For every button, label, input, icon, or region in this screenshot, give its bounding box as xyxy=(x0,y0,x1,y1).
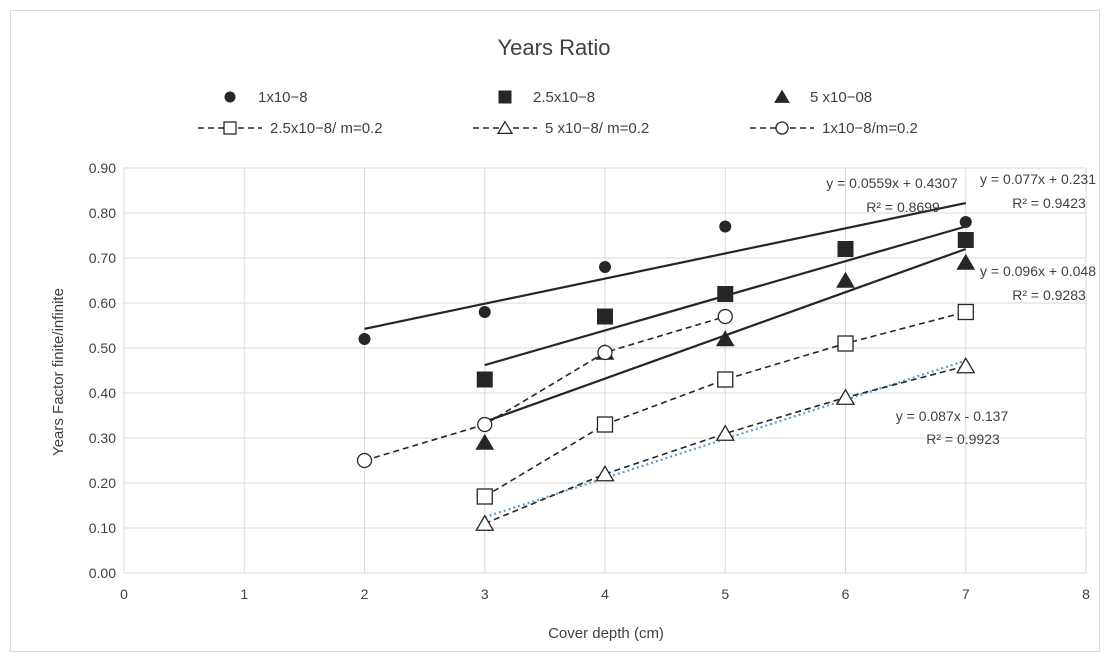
legend-marker xyxy=(774,89,790,103)
legend-item: 1x10−8 xyxy=(224,89,308,106)
series-line xyxy=(364,315,726,462)
data-point-circle xyxy=(478,306,491,318)
data-point-square xyxy=(717,286,734,302)
trendline-equation-label: y = 0.0559x + 0.4307 xyxy=(826,175,958,191)
x-tick-label: 6 xyxy=(842,586,850,602)
trendline-r2-label: R² = 0.8699 xyxy=(866,199,940,215)
legend-item: 5 x10−8/ m=0.2 xyxy=(473,120,649,137)
data-point-circle xyxy=(959,216,972,228)
series-line xyxy=(484,365,966,525)
data-point-triangle xyxy=(475,433,495,450)
data-point-triangle xyxy=(836,271,855,288)
legend-label: 2.5x10−8/ m=0.2 xyxy=(270,120,383,137)
data-point-circle xyxy=(356,452,373,469)
trendline-equation-label: y = 0.096x + 0.048 xyxy=(980,263,1096,279)
data-point-circle xyxy=(599,261,611,273)
trendline-r2-label: R² = 0.9283 xyxy=(1012,287,1086,303)
data-point-square xyxy=(476,488,493,505)
legend-item: 1x10−8/m=0.2 xyxy=(750,120,918,137)
series-line xyxy=(484,311,966,498)
legend-label: 1x10−8 xyxy=(258,89,308,106)
x-tick-label: 0 xyxy=(120,586,128,602)
data-point-triangle xyxy=(715,330,735,347)
y-axis-title: Years Factor finite/infinite xyxy=(50,288,67,456)
legend-marker xyxy=(775,121,789,135)
data-point-square xyxy=(717,371,734,388)
y-tick-label: 0.30 xyxy=(89,430,116,446)
data-point-square xyxy=(837,335,854,352)
x-tick-label: 2 xyxy=(361,586,369,602)
chart-title: Years Ratio xyxy=(498,35,611,60)
x-tick-label: 3 xyxy=(481,586,489,602)
trendline-equation-label: y = 0.077x + 0.231 xyxy=(980,171,1096,187)
data-point-square xyxy=(957,232,974,248)
data-point-circle xyxy=(597,344,613,361)
data-point-square xyxy=(597,308,613,325)
legend-label: 5 x10−8/ m=0.2 xyxy=(545,120,649,137)
legend-item: 2.5x10−8 xyxy=(498,89,595,106)
y-tick-label: 0.70 xyxy=(89,250,116,266)
legend-item: 5 x10−08 xyxy=(774,89,872,106)
legend-marker xyxy=(223,121,237,135)
x-tick-label: 7 xyxy=(962,586,970,602)
x-tick-label: 4 xyxy=(601,586,609,602)
y-tick-label: 0.40 xyxy=(89,385,116,401)
data-point-square xyxy=(476,371,493,388)
legend-label: 2.5x10−8 xyxy=(533,89,595,106)
y-tick-label: 0.00 xyxy=(89,565,116,581)
x-tick-label: 1 xyxy=(240,586,248,602)
y-tick-label: 0.20 xyxy=(89,475,116,491)
x-tick-label: 8 xyxy=(1082,586,1090,602)
data-point-square xyxy=(596,416,614,433)
data-point-triangle xyxy=(715,424,735,441)
y-tick-label: 0.60 xyxy=(89,295,116,311)
trendline-r2-label: R² = 0.9423 xyxy=(1012,195,1086,211)
data-point-circle xyxy=(477,416,493,433)
data-point-triangle xyxy=(475,514,495,531)
data-point-square xyxy=(837,241,854,257)
y-tick-label: 0.80 xyxy=(89,205,116,221)
legend-marker xyxy=(496,120,514,135)
trendline-equation-label: y = 0.087x - 0.137 xyxy=(896,408,1009,424)
y-tick-label: 0.90 xyxy=(89,160,116,176)
x-axis-title: Cover depth (cm) xyxy=(548,625,664,642)
data-point-circle xyxy=(358,333,371,345)
legend-item: 2.5x10−8/ m=0.2 xyxy=(198,120,383,137)
legend-label: 1x10−8/m=0.2 xyxy=(822,120,918,137)
data-point-circle xyxy=(719,220,732,233)
y-tick-label: 0.50 xyxy=(89,340,116,356)
data-point-square xyxy=(957,303,974,321)
legend-label: 5 x10−08 xyxy=(810,89,872,106)
data-point-triangle xyxy=(956,253,976,270)
legend-marker xyxy=(498,90,512,104)
data-point-triangle xyxy=(835,388,856,405)
data-point-triangle xyxy=(956,356,976,374)
y-tick-label: 0.10 xyxy=(89,520,116,536)
x-tick-label: 5 xyxy=(721,586,729,602)
legend-marker xyxy=(224,91,236,103)
data-point-circle xyxy=(717,308,733,325)
trendline-r2-label: R² = 0.9923 xyxy=(926,431,1000,447)
data-point-triangle xyxy=(595,464,615,482)
trendline xyxy=(364,202,966,330)
